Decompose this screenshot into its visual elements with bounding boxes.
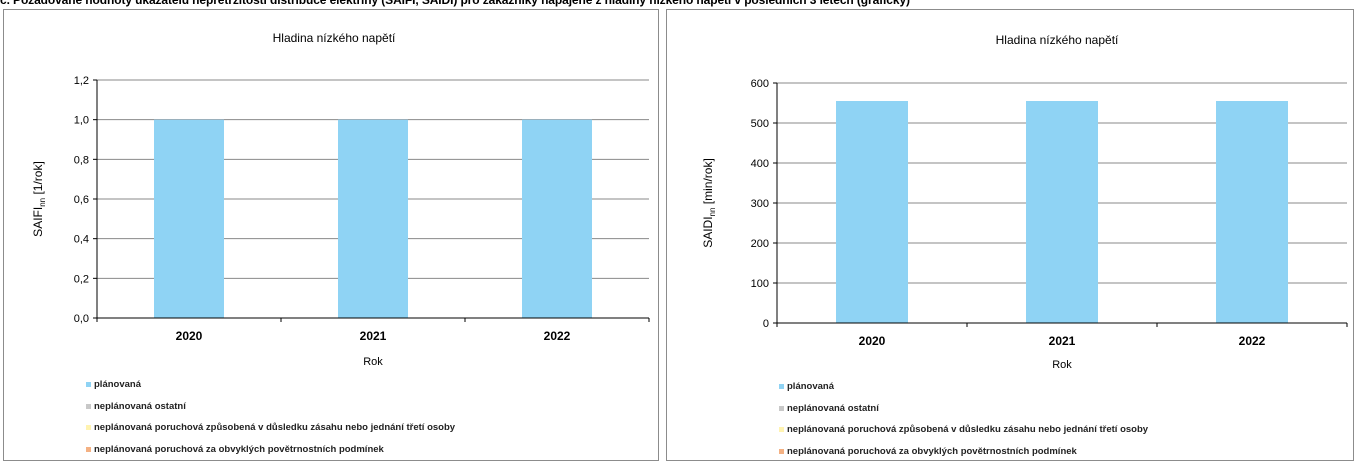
y-tick-label: 0,8	[74, 154, 89, 166]
saidi-legend: plánovaná neplánovaná ostatní neplánovan…	[779, 376, 1148, 462]
legend-swatch	[86, 446, 91, 452]
y-tick-label: 400	[751, 158, 769, 170]
x-tick-label: 2021	[1049, 334, 1076, 348]
y-tick-label: 600	[751, 78, 769, 90]
legend-item: neplánovaná poruchová způsobená v důsled…	[86, 417, 455, 439]
legend-label: neplánovaná poruchová za obvyklých povět…	[787, 445, 1077, 457]
legend-swatch	[86, 403, 91, 409]
legend-swatch	[779, 427, 784, 433]
saifi-chart: Hladina nízkého napětí 0,0 0,2 0,4 0,6 0,8 1,0…	[31, 31, 650, 368]
legend-item: neplánovaná poruchová za obvyklých povět…	[86, 439, 455, 461]
x-tick-label: 2020	[176, 329, 203, 343]
chart-title: Hladina nízkého napětí	[273, 31, 396, 45]
legend-item: neplánovaná ostatní	[779, 398, 1148, 420]
bar	[1216, 101, 1288, 323]
y-tick-label: 1,2	[74, 75, 89, 87]
saidi-chart: Hladina nízkého napětí 0 100 200 300 400 500 60…	[701, 33, 1348, 371]
bar	[154, 119, 224, 319]
legend-swatch	[779, 405, 784, 411]
legend-item: neplánovaná poruchová za obvyklých povět…	[779, 441, 1148, 463]
y-tick-label: 0	[763, 318, 769, 330]
legend-item: neplánovaná ostatní	[86, 396, 455, 418]
y-tick-label: 100	[751, 278, 769, 290]
y-tick-label: 300	[751, 198, 769, 210]
saidi-chart-panel: Hladina nízkého napětí 0 100 200 300 400 500 60…	[666, 9, 1354, 461]
y-tick-label: 200	[751, 238, 769, 250]
legend-label: neplánovaná poruchová způsobená v důsled…	[787, 424, 1149, 436]
legend-swatch	[86, 382, 91, 388]
legend-swatch	[86, 425, 91, 431]
x-tick-label: 2022	[544, 329, 571, 343]
y-tick-label: 0,0	[74, 313, 89, 325]
x-tick-label: 2021	[360, 329, 387, 343]
y-axis-label: SAIFInn [1/rok]	[31, 161, 47, 237]
x-axis-label: Rok	[363, 356, 383, 368]
page-header: c. Požadované hodnoty ukazatelů nepřetrž…	[0, 0, 910, 7]
y-tick-label: 500	[751, 118, 769, 130]
y-tick-label: 0,2	[74, 273, 89, 285]
saifi-legend: plánovaná neplánovaná ostatní neplánovan…	[86, 374, 455, 460]
chart-title: Hladina nízkého napětí	[996, 33, 1119, 47]
legend-item: neplánovaná poruchová způsobená v důsled…	[779, 419, 1148, 441]
legend-item: plánovaná	[86, 374, 455, 396]
bar	[1026, 101, 1098, 323]
legend-swatch	[779, 384, 784, 390]
x-tick-label: 2020	[859, 334, 886, 348]
legend-label: neplánovaná ostatní	[787, 402, 879, 414]
legend-label: neplánovaná poruchová za obvyklých povět…	[94, 443, 384, 455]
legend-item: plánovaná	[779, 376, 1148, 398]
saifi-chart-panel: Hladina nízkého napětí 0,0 0,2 0,4 0,6 0,8 1,0…	[3, 9, 659, 461]
y-tick-label: 0,6	[74, 194, 89, 206]
y-tick-label: 1,0	[74, 115, 89, 127]
x-axis-label: Rok	[1052, 359, 1072, 371]
legend-label: neplánovaná poruchová způsobená v důsled…	[94, 422, 456, 434]
x-tick-label: 2022	[1239, 334, 1266, 348]
legend-label: plánovaná	[787, 381, 834, 393]
bar	[338, 119, 408, 319]
y-tick-label: 0,4	[74, 234, 89, 246]
legend-label: neplánovaná ostatní	[94, 400, 186, 412]
bar	[522, 119, 592, 319]
y-axis-label: SAIDInn [min/rok]	[701, 158, 717, 248]
legend-label: plánovaná	[94, 379, 141, 391]
legend-swatch	[779, 448, 784, 454]
bar	[836, 101, 908, 323]
